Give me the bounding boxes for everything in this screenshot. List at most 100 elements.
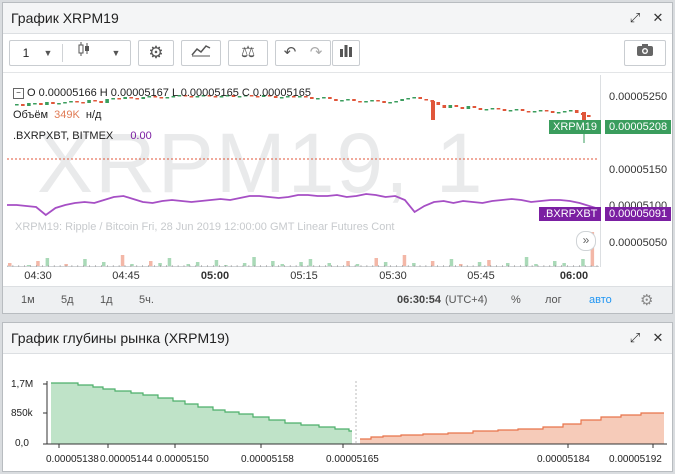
volume-bar (83, 259, 87, 267)
interval-select[interactable]: 1 (22, 46, 30, 60)
candle (165, 97, 170, 99)
candle (243, 95, 248, 97)
range-5h-button[interactable]: 5ч. (139, 294, 154, 306)
screenshot-button[interactable] (624, 40, 666, 66)
timezone[interactable]: (UTC+4) (445, 294, 488, 306)
depth-panel-header: График глубины рынка (XRPM19) ⤢ ✕ (3, 323, 672, 354)
interval-group: 1 ▼ ▼ (9, 40, 131, 66)
candle (388, 102, 392, 104)
candle (15, 104, 19, 106)
chevron-down-icon[interactable]: ▼ (43, 48, 53, 58)
candle (322, 97, 326, 99)
symbol-watermark: XRPM19, 1 (37, 116, 485, 210)
candle (472, 106, 477, 108)
bid-depth-area (51, 383, 352, 444)
redo-icon[interactable]: ↷ (309, 44, 323, 61)
depth-panel: График глубины рынка (XRPM19) ⤢ ✕ 1,7M 8… (2, 322, 673, 472)
index-price-tag: 0.00005091 (605, 207, 672, 221)
close-icon[interactable]: ✕ (652, 330, 664, 345)
candle (394, 101, 398, 103)
range-5d-button[interactable]: 5д (61, 294, 74, 306)
candle (87, 100, 91, 103)
candle (424, 99, 429, 101)
candle (550, 111, 555, 113)
depth-panel-title: График глубины рынка (XRPM19) (11, 330, 230, 346)
range-1m-button[interactable]: 1м (21, 294, 35, 306)
volume-bar (553, 261, 557, 267)
volume-bar (158, 263, 162, 267)
candle (81, 102, 85, 104)
candle (334, 99, 338, 101)
candle (297, 96, 302, 98)
indicators-button[interactable] (181, 40, 221, 66)
candle (273, 96, 278, 98)
percent-scale-button[interactable]: % (511, 294, 521, 306)
candle (316, 98, 320, 100)
candle (310, 97, 314, 99)
candle (21, 104, 25, 106)
indicators-icon (182, 41, 220, 65)
candle (231, 95, 236, 97)
gear-icon[interactable]: ⚙ (640, 292, 654, 309)
candle (147, 96, 152, 98)
last-symbol-tag: XRPM19 (549, 120, 602, 134)
volume-bar (130, 264, 134, 267)
compare-button[interactable]: ⚖ (228, 40, 268, 66)
expand-icon[interactable]: ⤢ (629, 330, 641, 345)
price-chart-area[interactable]: XRPM19, 1 XRPM19: Ripple / Bitcoin Fri, … (7, 75, 599, 267)
volume-bar (280, 264, 284, 267)
volume-bar (477, 262, 482, 267)
volume-bar (487, 260, 491, 267)
time-axis[interactable]: 04:30 04:45 05:00 05:15 05:30 05:45 06:0… (7, 267, 599, 285)
candle (502, 109, 507, 111)
expand-icon[interactable]: ⤢ (629, 10, 641, 25)
time-axis-label: 05:00 (200, 270, 230, 282)
candle (249, 95, 254, 97)
candle (574, 110, 579, 113)
candle (448, 105, 453, 108)
candle (39, 103, 43, 105)
candle (328, 97, 332, 99)
candle (544, 110, 549, 112)
candle (586, 115, 591, 117)
camera-icon (625, 41, 665, 65)
chart-panel: График XRPM19 ⤢ ✕ 1 ▼ ▼ ⚙ ⚖ ↶ ↷ (2, 2, 673, 314)
undo-icon[interactable]: ↶ (283, 44, 297, 61)
depth-chart-svg[interactable] (3, 323, 673, 472)
volume-bar (195, 262, 200, 267)
scroll-right-button[interactable]: » (576, 231, 596, 251)
candle (195, 96, 200, 98)
candle (189, 96, 194, 98)
time-axis-label: 04:45 (112, 270, 140, 282)
candle (568, 110, 573, 112)
candle (255, 96, 260, 98)
close-icon[interactable]: ✕ (652, 10, 664, 25)
chart-type-button[interactable] (332, 40, 360, 66)
clock: 06:30:54 (397, 294, 442, 306)
candle (141, 97, 146, 99)
auto-scale-button[interactable]: авто (589, 294, 612, 306)
candles-icon[interactable] (70, 41, 98, 65)
collapse-icon[interactable]: − (13, 87, 24, 99)
range-1d-button[interactable]: 1д (100, 294, 113, 306)
candle (406, 98, 410, 100)
chevron-down-icon[interactable]: ▼ (111, 48, 121, 58)
candle (442, 105, 447, 108)
candle (376, 100, 380, 102)
chart-toolbar: 1 ▼ ▼ ⚙ ⚖ ↶ ↷ (3, 34, 672, 73)
price-axis[interactable]: 0.00005250 0.00005150 0.00005100 0.00005… (600, 75, 672, 267)
settings-button[interactable]: ⚙ (138, 40, 174, 66)
candle (279, 97, 284, 99)
volume-bar (506, 263, 510, 267)
candle (219, 96, 224, 98)
bar-chart-icon (333, 41, 359, 65)
depth-x-label: 0.00005138 (46, 454, 99, 465)
candle (105, 99, 109, 103)
candle (418, 97, 423, 99)
bid-depth-line (51, 382, 352, 432)
candle (57, 103, 61, 105)
candle (153, 96, 158, 98)
time-axis-label: 06:00 (559, 270, 589, 282)
chart-panel-title: График XRPM19 (11, 10, 119, 26)
log-scale-button[interactable]: лог (545, 294, 562, 306)
